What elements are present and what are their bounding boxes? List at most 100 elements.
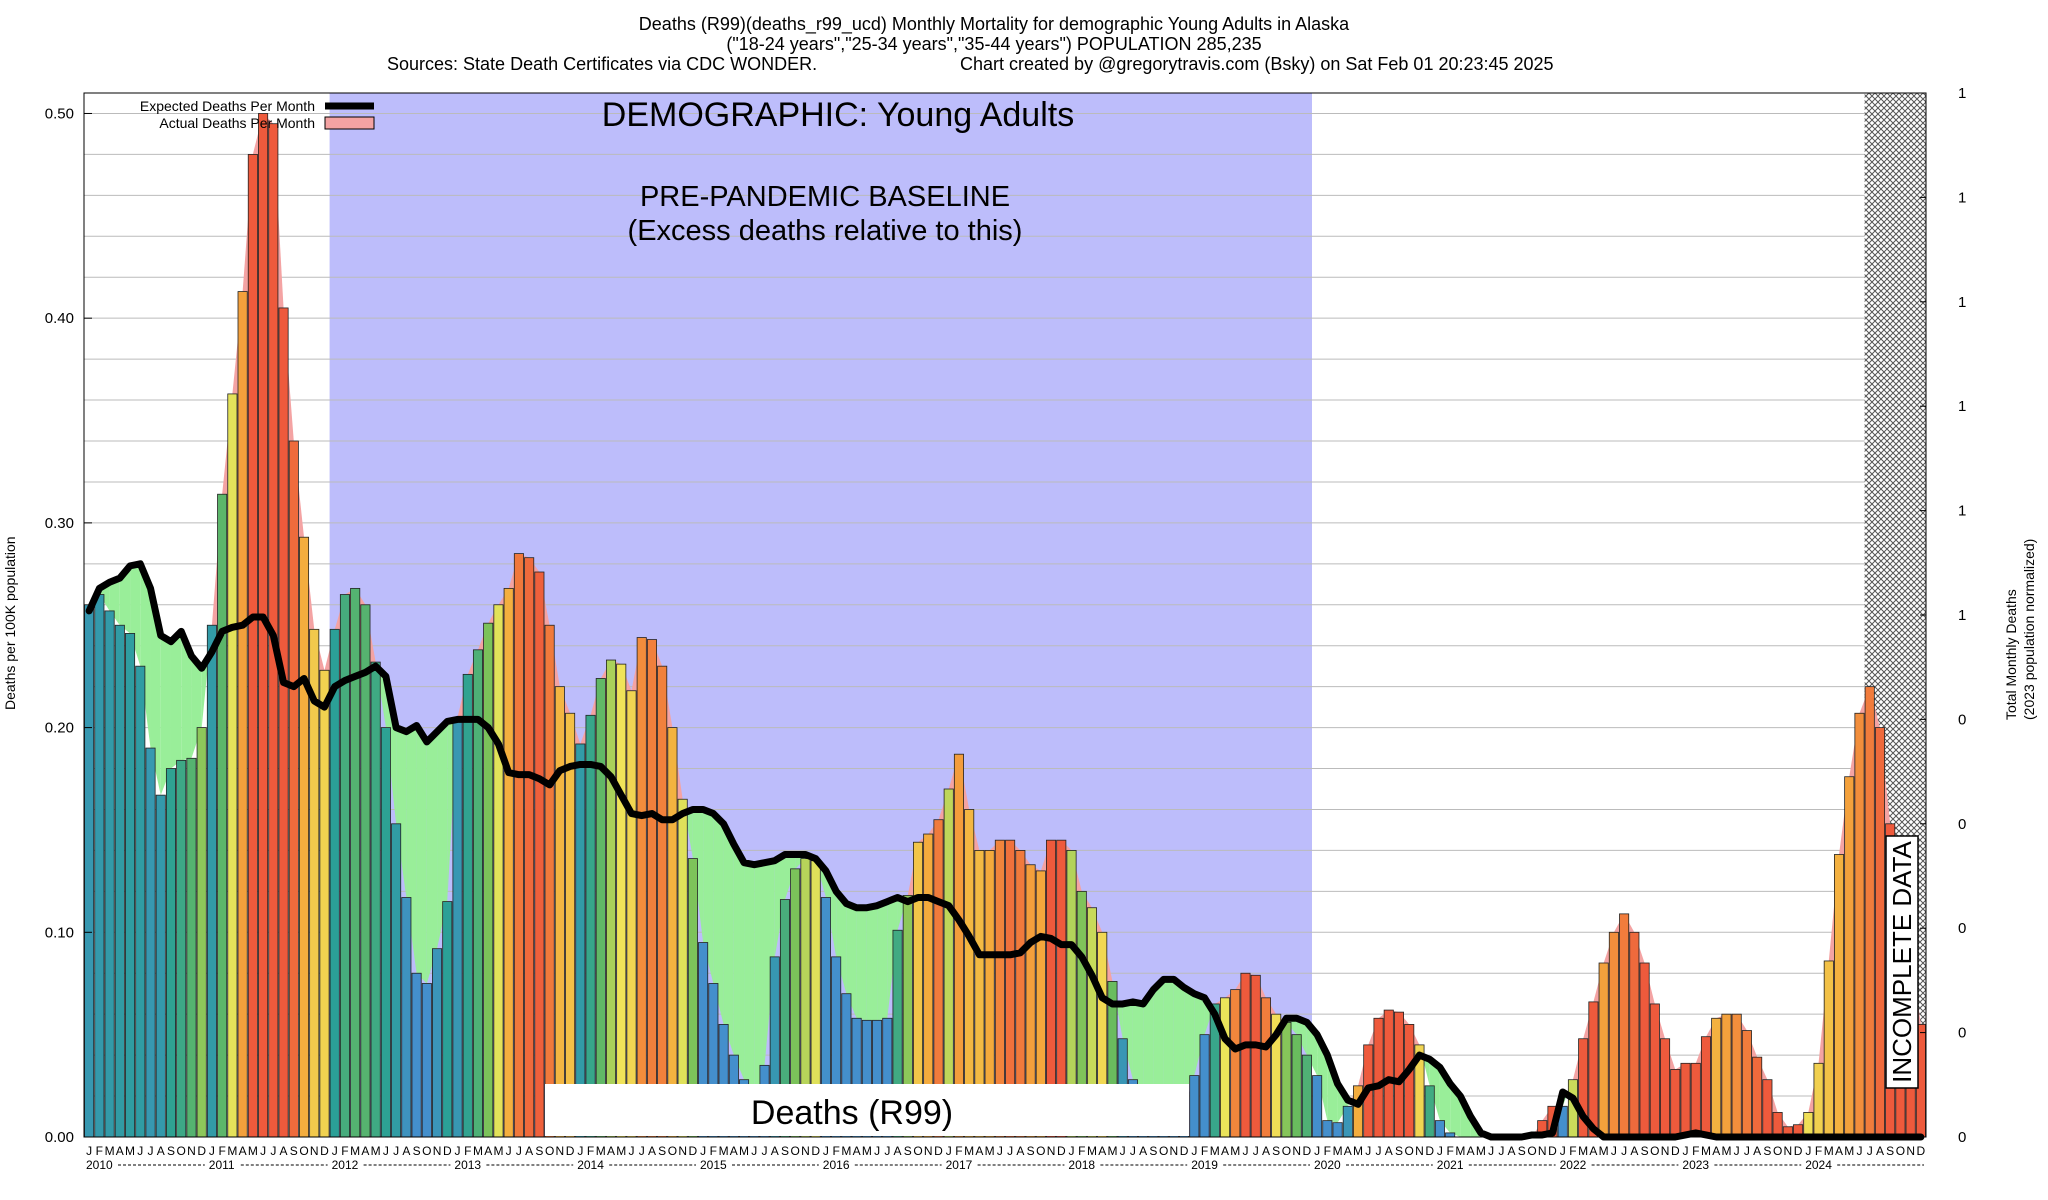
month-tick-label: A [1385, 1144, 1393, 1158]
bar [1230, 989, 1241, 1138]
month-tick-label: A [771, 1144, 779, 1158]
bar [1752, 1056, 1763, 1138]
month-tick-label: N [1784, 1144, 1793, 1158]
bar [1649, 1003, 1660, 1138]
month-tick-label: A [894, 1144, 902, 1158]
difference-fill [774, 854, 785, 957]
month-tick-label: F [218, 1144, 225, 1158]
month-tick-label: A [1753, 1144, 1761, 1158]
month-tick-label: J [270, 1144, 276, 1158]
month-tick-label: M [1107, 1144, 1117, 1158]
month-tick-label: M [1087, 1144, 1097, 1158]
month-tick-label: M [1578, 1144, 1588, 1158]
month-tick-label: N [1292, 1144, 1301, 1158]
bar [1690, 1062, 1701, 1138]
cause-label: Deaths (R99) [751, 1094, 953, 1132]
bar [196, 727, 207, 1138]
difference-fill [150, 588, 161, 796]
month-tick-label: D [1671, 1144, 1680, 1158]
month-tick-label: M [1599, 1144, 1609, 1158]
chart-title: Deaths (R99)(deaths_r99_ucd) Monthly Mor… [638, 14, 1350, 34]
month-tick-label: M [1476, 1144, 1486, 1158]
y-axis-label: Deaths per 100K population [2, 536, 18, 710]
legend-expected-label: Expected Deaths Per Month [140, 98, 315, 114]
y2-tick-label: 0 [1958, 816, 1966, 833]
month-tick-label: J [1856, 1144, 1862, 1158]
month-tick-label: J [1488, 1144, 1494, 1158]
year-tick-label: 2013 [454, 1158, 481, 1172]
bar [1762, 1079, 1773, 1138]
month-tick-label: D [811, 1144, 820, 1158]
bar [1240, 972, 1251, 1138]
difference-fill [140, 563, 151, 749]
bar [135, 665, 146, 1138]
bar [94, 594, 105, 1138]
bar [1250, 974, 1261, 1138]
month-tick-label: M [1721, 1144, 1731, 1158]
month-tick-label: M [1455, 1144, 1465, 1158]
month-tick-label: D [934, 1144, 943, 1158]
bar [1322, 1120, 1333, 1138]
month-tick-label: F [832, 1144, 839, 1158]
year-tick-label: 2010 [86, 1158, 113, 1172]
month-tick-label: A [1835, 1144, 1843, 1158]
month-tick-label: J [137, 1144, 143, 1158]
month-tick-label: S [1518, 1144, 1526, 1158]
bar [298, 536, 310, 1138]
year-tick-label: 2016 [823, 1158, 850, 1172]
month-tick-label: A [157, 1144, 165, 1158]
month-tick-label: A [280, 1144, 288, 1158]
bar [350, 587, 361, 1138]
bar [513, 553, 524, 1138]
year-tick-label: 2017 [946, 1158, 973, 1172]
bar [953, 753, 964, 1138]
month-tick-label: A [361, 1144, 369, 1158]
difference-fill [836, 891, 847, 994]
month-tick-label: M [1701, 1144, 1711, 1158]
year-tick-label: 2023 [1682, 1158, 1709, 1172]
bar [165, 768, 177, 1138]
y-tick-label: 0.40 [45, 310, 74, 327]
month-tick-label: N [1906, 1144, 1915, 1158]
y2-tick-label: 1 [1958, 607, 1966, 624]
bar [432, 948, 443, 1138]
month-tick-label: J [946, 1144, 952, 1158]
month-tick-label: N [1047, 1144, 1056, 1158]
month-tick-label: J [1498, 1144, 1504, 1158]
month-tick-label: M [105, 1144, 115, 1158]
month-tick-label: F [1446, 1144, 1453, 1158]
cause-box [545, 1084, 1189, 1136]
month-tick-label: O [1159, 1144, 1168, 1158]
bar [84, 604, 95, 1138]
difference-fill [437, 721, 448, 949]
bar [186, 757, 197, 1138]
bar [1660, 1038, 1671, 1138]
month-tick-label: D [1548, 1144, 1557, 1158]
bar [1813, 1062, 1824, 1138]
month-tick-label: S [290, 1144, 298, 1158]
bar [462, 673, 473, 1138]
bar [1700, 1036, 1712, 1138]
difference-fill [416, 725, 427, 984]
difference-fill [733, 844, 745, 1080]
y2-tick-label: 1 [1958, 294, 1966, 311]
bar [1741, 1030, 1752, 1138]
month-tick-label: F [1201, 1144, 1208, 1158]
month-tick-label: M [473, 1144, 483, 1158]
month-tick-label: A [648, 1144, 656, 1158]
month-tick-label: N [1170, 1144, 1179, 1158]
month-tick-label: M [719, 1144, 729, 1158]
year-tick-label: 2018 [1068, 1158, 1095, 1172]
month-tick-label: S [1395, 1144, 1403, 1158]
month-tick-label: S [535, 1144, 543, 1158]
month-tick-label: D [1425, 1144, 1434, 1158]
month-tick-label: A [1712, 1144, 1720, 1158]
incomplete-box [1885, 835, 1919, 1089]
year-tick-label: 2019 [1191, 1158, 1218, 1172]
month-tick-label: J [260, 1144, 266, 1158]
year-tick-label: 2014 [577, 1158, 604, 1172]
month-tick-label: S [1886, 1144, 1894, 1158]
year-tick-label: 2012 [332, 1158, 359, 1172]
month-tick-label: S [1149, 1144, 1157, 1158]
